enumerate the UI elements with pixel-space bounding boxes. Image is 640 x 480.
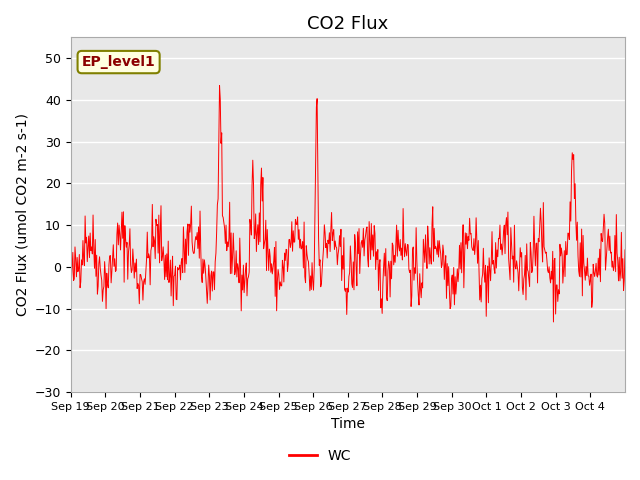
WC [283,247,291,252]
Legend: WC: WC [284,443,356,468]
Text: EP_level1: EP_level1 [82,55,156,69]
WC [216,83,223,88]
WC [621,247,629,253]
WC [550,319,557,325]
WC [437,251,445,257]
Y-axis label: CO2 Flux (umol CO2 m-2 s-1): CO2 Flux (umol CO2 m-2 s-1) [15,113,29,316]
WC [406,270,413,276]
X-axis label: Time: Time [331,418,365,432]
WC [132,269,140,275]
WC [67,268,74,274]
WC [234,266,242,272]
Line: WC: WC [70,85,625,322]
WC [262,217,269,223]
Title: CO2 Flux: CO2 Flux [307,15,388,33]
